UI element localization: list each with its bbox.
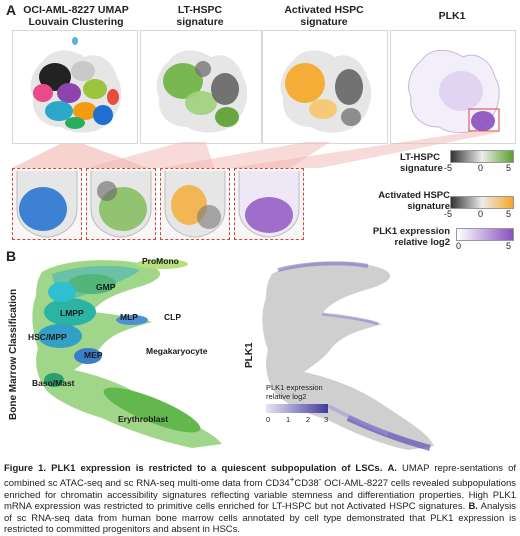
legend-activated-min: -5: [444, 209, 453, 219]
legend-plk1-colorbar: [456, 228, 514, 241]
bone-marrow-umap-plot: ProMono GMP LMPP MLP CLP HSC/MPP MEP Meg…: [22, 252, 236, 452]
legend-plk1-max: 5: [506, 241, 512, 251]
legend-plk1-title: PLK1 expression relative log2: [372, 226, 450, 248]
label-erythroblast: Erythroblast: [118, 414, 169, 424]
activated-hspc-title: Activated HSPC signature: [284, 4, 364, 28]
umap-lt-hspc-plot: [140, 30, 262, 144]
zoom-inset-plk1: [234, 168, 304, 240]
plk1-ylabel: PLK1: [244, 342, 255, 368]
label-mep: MEP: [84, 350, 103, 360]
plk1-b-tick-3: 3: [324, 415, 329, 424]
label-megakaryocyte: Megakaryocyte: [146, 346, 208, 356]
caption-title: PLK1 expression is restricted to a quies…: [51, 463, 383, 474]
label-baso-mast: Baso/Mast: [32, 378, 75, 388]
caption-part-b-label: B.: [468, 501, 478, 513]
caption-text-a1: UMAP repre-sentations of combined sc ATA…: [4, 463, 517, 490]
plk1-title: PLK1: [438, 10, 466, 22]
caption-sup1: +: [289, 475, 295, 485]
legend-plk1-min: 0: [456, 241, 462, 251]
panel-a-letter: A: [6, 2, 17, 18]
legend-lt-hspc-title: LT-HSPC signature: [400, 152, 443, 174]
bone-marrow-ylabel: Bone Marrow Classification: [8, 288, 19, 420]
legend-lt-hspc-min: -5: [444, 163, 453, 173]
label-promono: ProMono: [142, 256, 179, 266]
legend-activated-max: 5: [506, 209, 512, 219]
zoom-inset-activated-hspc: [160, 168, 230, 240]
zoom-inset-louvain: [12, 168, 82, 240]
caption-text-a2: CD38: [294, 478, 319, 490]
legend-activated-mid: 0: [478, 209, 484, 219]
label-mlp: MLP: [120, 312, 138, 322]
plk1-b-legend-colorbar: [266, 404, 328, 413]
umap-activated-hspc-plot: [262, 30, 388, 144]
plk1-b-tick-2: 2: [306, 415, 311, 424]
legend-activated-colorbar: [450, 196, 514, 209]
plk1-ylabel-wrap: PLK1: [244, 328, 258, 368]
label-gmp: GMP: [96, 282, 116, 292]
zoom-connector-lines: [12, 132, 500, 168]
plk1-umap-plot: PLK1 expression relative log2 0 1 2 3: [258, 256, 438, 454]
label-lmpp: LMPP: [60, 308, 84, 318]
label-hsc-mpp: HSC/MPP: [28, 332, 67, 342]
caption-part-a-label: A.: [387, 463, 397, 474]
plk1-b-tick-1: 1: [286, 415, 291, 424]
figure-caption: Figure 1. PLK1 expression is restricted …: [4, 463, 516, 536]
umap-title: OCI-AML-8227 UMAP Louvain Clustering: [23, 4, 129, 28]
legend-activated-title: Activated HSPC signature: [378, 190, 450, 212]
plk1-b-legend-title: PLK1 expression relative log2: [266, 383, 323, 401]
label-clp: CLP: [164, 312, 181, 322]
legend-lt-hspc-mid: 0: [478, 163, 484, 173]
umap-plk1-plot: [390, 30, 516, 144]
caption-text-a3: OCI-AML-8227 cells revealed subpopulatio…: [4, 478, 517, 513]
caption-text-b: Analysis of sc RNA-seq data from human b…: [4, 501, 516, 536]
umap-louvain-plot: [12, 30, 138, 144]
legend-lt-hspc-colorbar: [450, 150, 514, 163]
zoom-inset-lt-hspc: [86, 168, 156, 240]
caption-figure-label: Figure 1.: [4, 463, 47, 474]
plk1-b-tick-0: 0: [266, 415, 271, 424]
lt-hspc-title: LT-HSPC signature: [176, 4, 224, 28]
bone-marrow-ylabel-wrap: Bone Marrow Classification: [8, 289, 22, 420]
legend-lt-hspc-max: 5: [506, 163, 512, 173]
caption-sup2: -: [318, 475, 322, 485]
panel-b-letter: B: [6, 248, 17, 264]
